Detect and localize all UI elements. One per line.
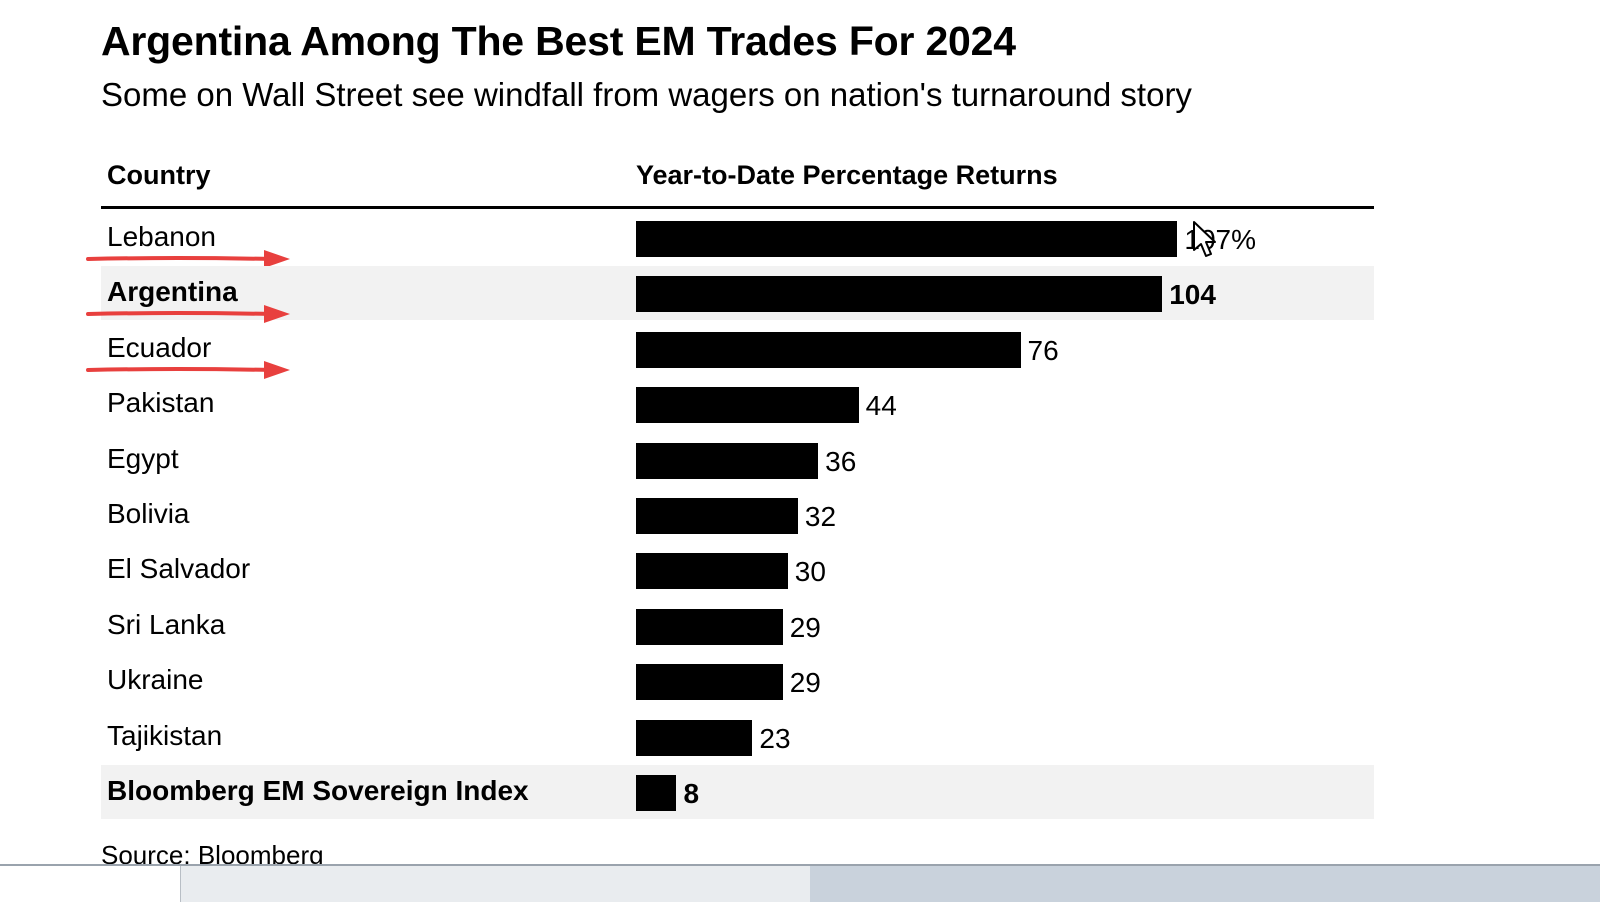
column-header-country: Country xyxy=(107,160,211,190)
bar xyxy=(636,331,1021,368)
value-label: 32 xyxy=(804,501,837,532)
bar xyxy=(636,553,788,590)
row-highlight xyxy=(101,765,1374,819)
country-label: Argentina xyxy=(107,276,238,308)
bar xyxy=(636,719,753,756)
red-arrow-icon xyxy=(86,250,290,268)
country-label: Egypt xyxy=(107,442,179,474)
bar xyxy=(636,442,819,479)
red-arrow-icon xyxy=(86,305,290,324)
value-label: 36 xyxy=(825,445,857,477)
bar xyxy=(636,608,783,645)
bar xyxy=(636,221,1178,257)
taskbar-search-box[interactable] xyxy=(0,866,181,902)
taskbar-tray-area xyxy=(810,866,1600,902)
country-label: Ukraine xyxy=(107,664,204,696)
country-label: Pakistan xyxy=(107,387,215,419)
country-label: Bloomberg EM Sovereign Index xyxy=(107,775,529,806)
bar xyxy=(636,498,798,534)
chart-title: Argentina Among The Best EM Trades For 2… xyxy=(101,18,1016,64)
country-label: Lebanon xyxy=(107,221,217,252)
bar xyxy=(636,276,1163,313)
value-label: 30 xyxy=(794,556,826,588)
mouse-cursor-icon xyxy=(1193,221,1216,257)
bar xyxy=(636,775,677,811)
taskbar xyxy=(0,864,1600,902)
country-label: Ecuador xyxy=(107,331,212,363)
value-label: 29 xyxy=(789,611,821,643)
country-label: Sri Lanka xyxy=(107,608,226,640)
value-label: 76 xyxy=(1027,334,1059,366)
value-label: 29 xyxy=(789,667,821,699)
header-divider xyxy=(101,206,1374,209)
chart-subtitle: Some on Wall Street see windfall from wa… xyxy=(101,76,1192,113)
country-label: Bolivia xyxy=(107,498,190,529)
column-header-returns: Year-to-Date Percentage Returns xyxy=(636,160,1058,190)
bar xyxy=(636,387,859,424)
value-label: 104 xyxy=(1169,279,1216,311)
red-arrow-icon xyxy=(86,360,290,379)
bar xyxy=(636,664,783,701)
value-label: 8 xyxy=(683,778,700,809)
value-label: 23 xyxy=(759,722,791,754)
country-label: Tajikistan xyxy=(107,719,223,751)
country-label: El Salvador xyxy=(107,553,251,585)
value-label: 44 xyxy=(865,390,897,422)
